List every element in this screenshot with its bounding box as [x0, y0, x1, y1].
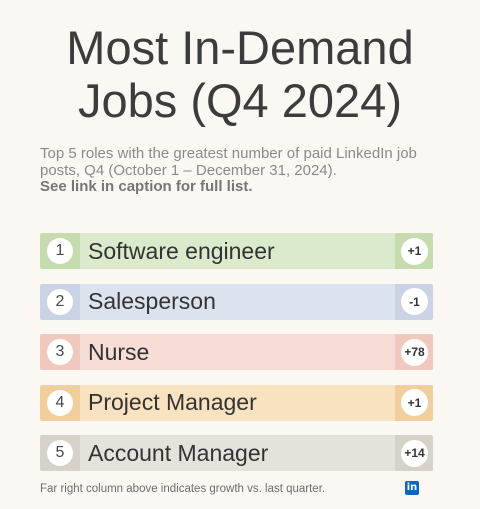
subtitle: Top 5 roles with the greatest number of … [40, 145, 440, 196]
job-row-2: 2 Salesperson -1 [40, 283, 433, 320]
rank-badge: 3 [47, 339, 73, 365]
footer-note: Far right column above indicates growth … [40, 483, 326, 495]
title-line-2: Jobs (Q4 2024) [78, 74, 402, 127]
rank-badge: 4 [47, 389, 73, 416]
job-title: Nurse [88, 338, 150, 365]
growth-badge: +1 [401, 389, 428, 416]
subtitle-text: Top 5 roles with the greatest number of … [40, 145, 417, 179]
linkedin-icon: in [405, 481, 419, 495]
job-row-3: 3 Nurse +78 [40, 334, 433, 370]
page-title: Most In-Demand Jobs (Q4 2024) [0, 21, 480, 127]
job-row-1: 1 Software engineer +1 [40, 233, 433, 269]
growth-badge: -1 [401, 288, 428, 315]
job-row-4: 4 Project Manager +1 [40, 384, 433, 421]
job-title: Account Manager [88, 439, 269, 466]
job-title: Project Manager [88, 389, 257, 415]
growth-badge: +14 [401, 439, 428, 467]
growth-badge: +1 [401, 237, 428, 265]
title-line-1: Most In-Demand [66, 21, 414, 74]
rank-badge: 2 [47, 288, 73, 315]
subtitle-link-note: See link in caption for full list. [40, 178, 253, 195]
rank-badge: 5 [47, 440, 73, 466]
rank-badge: 1 [47, 238, 73, 264]
job-title: Salesperson [88, 288, 216, 314]
growth-badge: +78 [401, 338, 428, 366]
job-row-5: 5 Account Manager +14 [40, 435, 433, 471]
job-list: 1 Software engineer +1 2 Salesperson -1 … [40, 233, 433, 486]
job-title: Software engineer [88, 237, 275, 264]
